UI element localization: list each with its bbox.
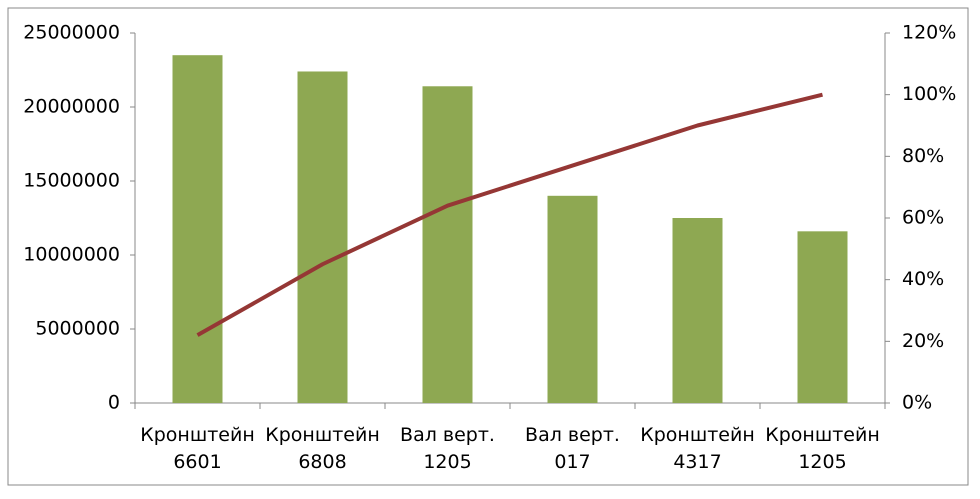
y-tick-label: 20000000 [23,96,120,118]
bar [422,86,473,403]
bar [172,55,223,403]
bar [547,195,598,403]
y-tick-label: 5000000 [35,318,120,340]
x-tick-label: Кронштейн 1205 [765,424,880,473]
x-tick-label: Кронштейн 4317 [640,424,755,473]
y2-tick-label: 20% [902,330,944,352]
y-tick-label: 0 [108,392,120,414]
y-tick-label: 25000000 [23,22,120,44]
y2-tick-label: 80% [902,145,944,167]
y-tick-label: 10000000 [23,244,120,266]
bar [297,71,348,403]
y2-tick-label: 60% [902,207,944,229]
x-tick-label: Вал верт. 1205 [400,424,495,473]
y2-tick-label: 100% [902,83,956,105]
y2-tick-label: 40% [902,268,944,290]
y-tick-label: 15000000 [23,170,120,192]
bar [797,231,848,403]
line [196,92,823,337]
x-tick-label: Вал верт. 017 [525,424,620,473]
y2-tick-label: 0% [902,392,932,414]
y2-tick-label: 120% [902,22,956,44]
x-tick-label: Кронштейн 6808 [265,424,380,473]
bar [672,218,723,403]
x-tick-label: Кронштейн 6601 [140,424,255,473]
